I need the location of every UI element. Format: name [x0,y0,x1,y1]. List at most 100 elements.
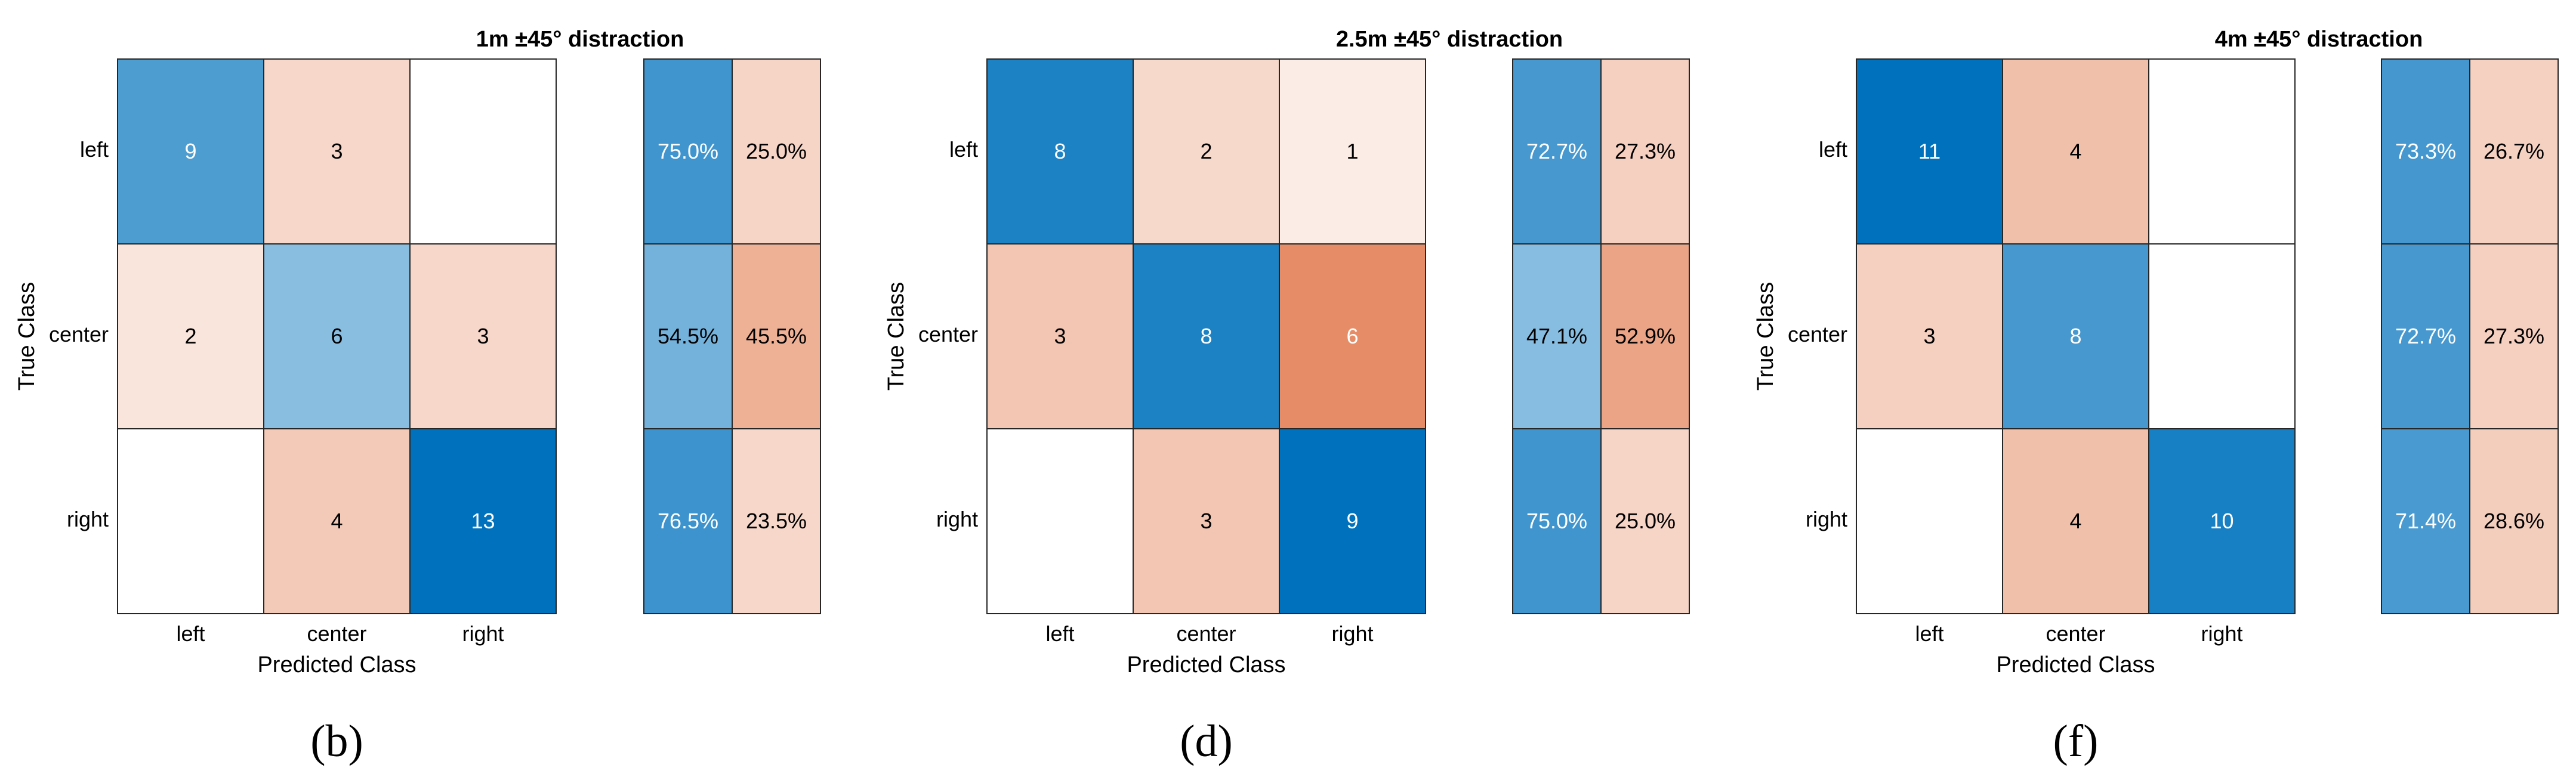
matrix-cell-value: 8 [1200,324,1212,348]
x-tick-label: left [1045,621,1074,646]
y-axis-label: True Class [1753,282,1778,391]
row-summary-correct-label: 72.7% [2395,324,2456,348]
matrix-cell-value: 10 [2210,509,2233,533]
row-summary-incorrect-cell [1600,243,1690,429]
matrix-cell-value: 2 [1200,139,1212,163]
x-tick-label: left [176,621,205,646]
matrix-cell-value: 3 [1054,324,1066,348]
confusion-panel-2: 8 2 1 3 8 6 3 9 72.7% 27.3% 47.1% 52.9% 75.0% 25.0% 2.… [884,27,1690,766]
row-summary-correct-cell [2381,428,2470,614]
chart-title: 2.5m ±45° distraction [1336,27,1563,52]
matrix-cell [1279,243,1426,429]
matrix-cell-value: 3 [331,139,343,163]
row-summary-incorrect-label: 26.7% [2484,139,2544,163]
confusion-panel-3: 11 4 3 8 4 10 73.3% 26.7% 72.7% 27.3% 71.4% 28.6% 4m… [1753,27,2559,766]
matrix-cell [263,428,411,614]
row-summary-incorrect-label: 45.5% [746,324,807,348]
row-summary-incorrect-label: 23.5% [746,509,807,533]
row-summary-incorrect-label: 52.9% [1615,324,1676,348]
x-axis-label: Predicted Class [1127,652,1285,677]
matrix-cell-value: 3 [477,324,489,348]
matrix-cell [1856,428,2003,614]
row-summary-correct-cell [643,243,733,429]
row-summary-correct-cell [1512,58,1602,245]
matrix-cell [2148,428,2296,614]
y-axis-label: True Class [14,282,39,391]
matrix-cell-value: 9 [184,139,196,163]
matrix-cell [1856,58,2003,245]
row-summary-correct-cell [643,58,733,245]
row-summary-correct-label: 71.4% [2395,509,2456,533]
y-tick-label: center [1788,322,1847,346]
matrix-cell [2148,243,2296,429]
x-tick-label: center [307,621,366,646]
matrix-cell-value: 4 [2069,509,2081,533]
matrix-cell-value: 8 [2069,324,2081,348]
y-tick-label: right [1806,507,1847,531]
panel-label: (d) [1180,716,1233,766]
matrix-cell-value: 4 [2069,139,2081,163]
matrix-cell-value: 9 [1346,509,1358,533]
y-tick-label: right [67,507,109,531]
matrix-cell [409,58,557,245]
panel-label: (b) [310,716,363,766]
matrix-cell-value: 2 [184,324,196,348]
matrix-cell [1133,243,1280,429]
matrix-cell [1279,58,1426,245]
matrix-cell-value: 1 [1346,139,1358,163]
x-tick-label: left [1915,621,1943,646]
row-summary-incorrect-label: 25.0% [1615,509,1676,533]
matrix-cell [117,58,264,245]
matrix-cell-value: 6 [331,324,343,348]
y-tick-label: center [49,322,109,346]
row-summary-correct-label: 75.0% [658,139,718,163]
x-axis-label: Predicted Class [257,652,416,677]
matrix-cell [986,58,1134,245]
confusion-panel-1: 9 3 2 6 3 4 13 75.0% 25.0% 54.5% 45.5% 76.5% 23.5% 1m… [14,27,821,766]
panel-label: (f) [2053,716,2099,766]
row-summary-incorrect-label: 28.6% [2484,509,2544,533]
matrix-cell-value: 6 [1346,324,1358,348]
x-tick-label: right [2201,621,2242,646]
row-summary-incorrect-cell [2469,58,2559,245]
row-summary-correct-label: 72.7% [1526,139,1587,163]
chart-title: 1m ±45° distraction [476,27,684,52]
row-summary-correct-label: 76.5% [658,509,718,533]
row-summary-correct-cell [2381,243,2470,429]
row-summary-correct-cell [643,428,733,614]
y-tick-label: left [949,137,978,162]
matrix-cell [117,243,264,429]
matrix-cell [117,428,264,614]
matrix-cell [2002,58,2149,245]
y-tick-label: left [1819,137,1847,162]
matrix-cell-value: 3 [1200,509,1212,533]
x-tick-label: center [1176,621,1236,646]
matrix-cell-value: 13 [471,509,495,533]
matrix-cell-value: 3 [1923,324,1935,348]
x-tick-label: center [2046,621,2105,646]
matrix-cell [263,243,411,429]
row-summary-incorrect-cell [732,428,821,614]
row-summary-incorrect-cell [1600,58,1690,245]
row-summary-correct-label: 75.0% [1526,509,1587,533]
y-tick-label: left [80,137,109,162]
matrix-cell [409,428,557,614]
row-summary-correct-label: 73.3% [2395,139,2456,163]
row-summary-incorrect-label: 27.3% [1615,139,1676,163]
y-tick-label: center [918,322,978,346]
matrix-cell [2002,243,2149,429]
row-summary-correct-label: 47.1% [1526,324,1587,348]
row-summary-incorrect-cell [1600,428,1690,614]
x-tick-label: right [1331,621,1373,646]
row-summary-incorrect-cell [732,243,821,429]
matrix-cell-value: 11 [1918,139,1941,163]
chart-title: 4m ±45° distraction [2215,27,2423,52]
matrix-cell-value: 4 [331,509,343,533]
matrix-cell [263,58,411,245]
row-summary-incorrect-cell [2469,428,2559,614]
row-summary-incorrect-label: 25.0% [746,139,807,163]
matrix-cell [409,243,557,429]
row-summary-incorrect-cell [2469,243,2559,429]
y-axis-label: True Class [884,282,909,391]
